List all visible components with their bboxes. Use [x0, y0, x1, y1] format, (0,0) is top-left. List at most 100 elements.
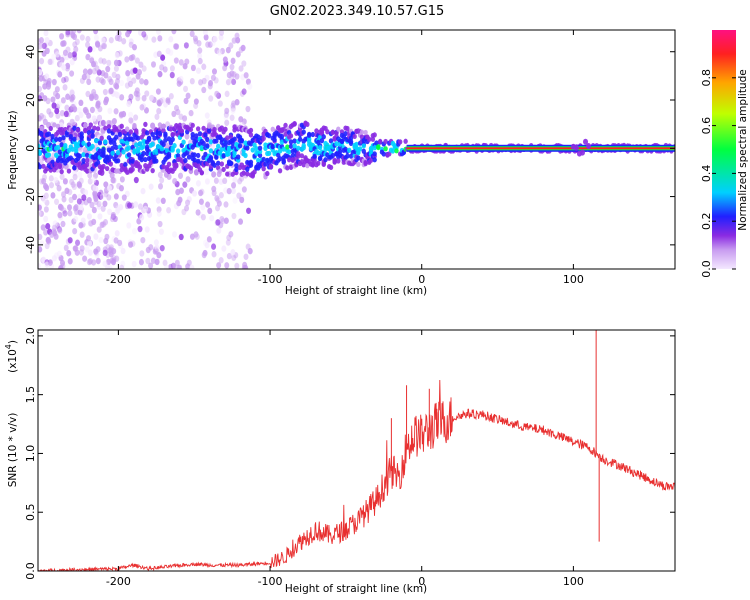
- spectrogram-cell: [134, 128, 139, 134]
- spectrogram-cell: [248, 132, 254, 138]
- spectrogram-cell: [77, 153, 83, 159]
- spectrogram-cell: [390, 148, 396, 154]
- spectrogram-cell: [83, 189, 89, 196]
- spectrogram-cell: [202, 249, 208, 257]
- spectrogram-cell: [104, 233, 110, 241]
- spectrogram-cell: [248, 127, 254, 133]
- spectrogram-cell: [245, 105, 251, 113]
- spectrogram-cell: [44, 73, 50, 80]
- spectrogram-cell: [232, 176, 238, 183]
- spectrogram-cell: [226, 252, 232, 260]
- spectrogram-cell: [376, 144, 381, 151]
- spectrogram-cell: [174, 43, 180, 50]
- spectrogram-cell: [248, 159, 254, 165]
- spectrogram-cell: [143, 156, 148, 163]
- spectrogram-cell: [38, 210, 42, 217]
- spectrogram-cell: [93, 172, 99, 179]
- spectrogram-cell: [185, 92, 191, 99]
- spectrogram-cell: [190, 64, 196, 72]
- spectrogram-cell: [201, 63, 207, 70]
- spectrogram-cell: [106, 59, 112, 67]
- spectrogram-cell: [312, 157, 317, 163]
- spectrogram-cell: [356, 150, 361, 156]
- spectrogram-cell: [56, 184, 62, 192]
- spectrogram-cell: [79, 245, 85, 252]
- spectrogram-cell: [194, 133, 199, 139]
- spectrogram-cell: [100, 119, 106, 127]
- spectrogram-cell: [301, 145, 306, 151]
- spectrogram-cell: [93, 93, 99, 101]
- spectrogram-cell: [220, 217, 226, 225]
- spectrogram-cell: [101, 146, 106, 153]
- spectrogram-cell: [115, 150, 121, 156]
- spectrogram-cell: [155, 197, 161, 204]
- spectrogram-cell: [296, 151, 301, 157]
- spectrogram-cell: [199, 144, 204, 151]
- spectrogram-cell: [74, 38, 80, 46]
- spectrogram-cell: [45, 223, 51, 230]
- spectrogram-cell: [130, 240, 136, 247]
- spectrogram-cell: [337, 148, 343, 155]
- spectrogram-cell: [66, 204, 72, 211]
- spectrogram-cell: [156, 210, 162, 217]
- spectrogram-cell: [60, 97, 66, 104]
- spectrogram-cell: [76, 181, 82, 188]
- spectrogram-cell: [69, 88, 75, 95]
- spectrogram-cell: [110, 176, 116, 184]
- spectrogram-cell: [108, 246, 114, 253]
- spectrogram-cell: [50, 133, 55, 139]
- spectrogram-cell: [101, 151, 106, 157]
- spectrogram-cell: [121, 194, 127, 201]
- spectrogram-cell: [154, 158, 159, 164]
- spectrogram-cell: [182, 181, 188, 188]
- spectrogram-cell: [234, 166, 239, 173]
- spectrogram-cell: [74, 148, 79, 154]
- spectrogram-cell: [65, 30, 71, 36]
- spectrogram-cell: [43, 206, 49, 213]
- spectrogram-cell: [228, 160, 234, 166]
- spectrogram-cell: [286, 157, 292, 163]
- spectrogram-cell: [363, 161, 368, 167]
- spectrogram-cell: [38, 233, 43, 241]
- spectrogram-cell: [159, 146, 164, 152]
- spectrogram-cell: [82, 68, 88, 75]
- spectrogram-cell: [51, 78, 57, 86]
- spectrogram-cell: [215, 160, 221, 166]
- spectrogram-cell: [230, 140, 235, 146]
- spectrogram-cell: [54, 164, 59, 171]
- spectrogram-cell: [317, 144, 323, 151]
- spectrogram-cell: [117, 131, 123, 137]
- spectrogram-cell: [221, 245, 227, 252]
- spectrogram-cell: [288, 164, 294, 170]
- spectrogram-cell: [154, 258, 160, 266]
- spectrogram-cell: [226, 71, 232, 79]
- spectrogram-cell: [208, 148, 214, 154]
- spectrogram-cell: [128, 241, 134, 248]
- spectrogram-cell: [140, 236, 146, 244]
- spectrogram-cell: [250, 147, 255, 153]
- spectrogram-cell: [221, 166, 226, 173]
- spectrogram-cell: [130, 136, 135, 142]
- spectrogram-cell: [216, 49, 222, 56]
- spectrogram-cell: [230, 107, 236, 114]
- spectrogram-cell: [49, 181, 55, 189]
- spectrogram-cell: [286, 149, 292, 155]
- spectrogram-cell: [71, 183, 77, 191]
- spectrogram-cell: [170, 136, 175, 142]
- spectrogram-cell: [48, 175, 54, 182]
- spectrogram-cell: [137, 203, 143, 210]
- spectrogram-cell: [126, 145, 132, 151]
- snr-ytick-label: 0.5: [24, 503, 37, 521]
- spectrogram-cell: [115, 158, 121, 164]
- spectrogram-cell: [59, 33, 65, 40]
- spectrogram-cell: [179, 128, 184, 134]
- spectrogram-cell: [103, 219, 109, 226]
- spectrogram-cell: [141, 150, 146, 156]
- spectrogram-cell: [98, 236, 104, 244]
- spectrogram-cell: [82, 255, 88, 262]
- colorbar-tick-label: 0.4: [700, 165, 713, 183]
- spectrogram-cell: [361, 143, 366, 149]
- spectrogram-cell: [66, 250, 72, 257]
- spectrogram-cell: [98, 57, 104, 64]
- spectrogram-cell: [230, 57, 236, 65]
